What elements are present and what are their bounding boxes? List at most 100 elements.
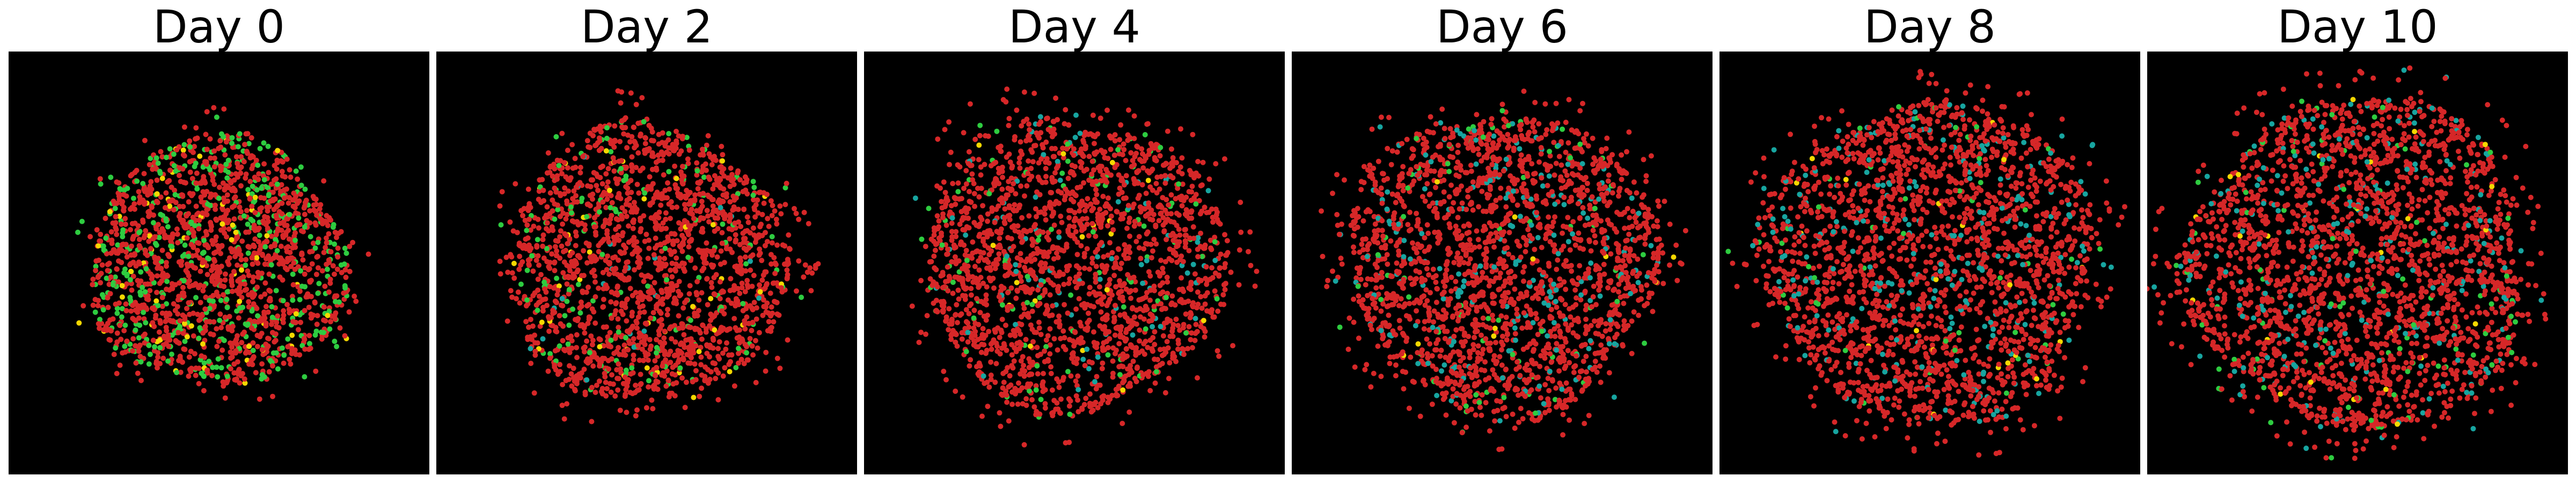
green-cell-dot [623, 176, 628, 182]
red-cell-dot [721, 260, 727, 266]
red-cell-dot [736, 350, 741, 356]
red-cell-dot [218, 325, 224, 331]
red-cell-dot [199, 312, 205, 318]
red-cell-dot [505, 269, 511, 275]
red-cell-dot [238, 373, 244, 379]
red-cell-dot [685, 156, 691, 162]
green-cell-dot [308, 234, 313, 239]
red-cell-dot [273, 176, 279, 182]
red-cell-dot [546, 328, 552, 334]
red-cell-dot [645, 295, 651, 301]
yellow-cell-dot [230, 222, 236, 228]
red-cell-dot [315, 253, 320, 259]
red-cell-dot [710, 203, 716, 209]
red-cell-dot [617, 138, 623, 144]
red-cell-dot [731, 383, 737, 389]
red-cell-dot [967, 101, 973, 107]
red-cell-dot [122, 221, 128, 227]
green-cell-dot [205, 255, 210, 261]
red-cell-dot [1068, 373, 1074, 379]
yellow-cell-dot [708, 296, 714, 302]
red-cell-dot [118, 336, 124, 342]
red-cell-dot [965, 215, 971, 221]
red-cell-dot [1055, 163, 1061, 169]
red-cell-dot [239, 295, 245, 301]
red-cell-dot [652, 372, 658, 378]
red-cell-dot [557, 362, 563, 368]
green-cell-dot [696, 275, 702, 281]
red-cell-dot [158, 149, 164, 155]
red-cell-dot [186, 199, 192, 205]
red-cell-dot [974, 222, 979, 228]
red-cell-dot [698, 362, 704, 368]
red-cell-dot [514, 296, 519, 302]
red-cell-dot [295, 201, 300, 206]
red-cell-dot [714, 209, 719, 215]
red-cell-dot [268, 198, 274, 204]
red-cell-dot [772, 299, 778, 305]
red-cell-dot [214, 217, 219, 223]
green-cell-dot [608, 338, 614, 343]
red-cell-dot [623, 245, 628, 251]
teal-cell-dot [1115, 199, 1121, 204]
red-cell-dot [741, 206, 747, 212]
red-cell-dot [1062, 302, 1067, 308]
green-cell-dot [241, 213, 247, 219]
red-cell-dot [281, 312, 287, 318]
red-cell-dot [762, 243, 768, 248]
red-cell-dot [642, 342, 648, 347]
red-cell-dot [1019, 123, 1024, 129]
red-cell-dot [699, 229, 705, 235]
red-cell-dot [1023, 268, 1029, 274]
red-cell-dot [313, 272, 319, 277]
red-cell-dot [616, 191, 622, 196]
green-cell-dot [736, 346, 741, 352]
red-cell-dot [1041, 253, 1046, 259]
red-cell-dot [242, 281, 248, 287]
red-cell-dot [236, 291, 242, 297]
red-cell-dot [238, 154, 244, 160]
red-cell-dot [772, 208, 778, 214]
red-cell-dot [668, 216, 673, 221]
green-cell-dot [1065, 158, 1071, 164]
red-cell-dot [1058, 396, 1064, 402]
red-cell-dot [689, 207, 694, 212]
red-cell-dot [806, 221, 811, 226]
green-cell-dot [535, 237, 540, 243]
red-cell-dot [213, 202, 218, 208]
yellow-cell-dot [128, 268, 134, 274]
teal-cell-dot [1077, 130, 1083, 136]
red-cell-dot [973, 343, 979, 349]
yellow-cell-dot [76, 320, 82, 326]
red-cell-dot [1074, 356, 1080, 362]
red-cell-dot [148, 179, 154, 185]
red-cell-dot [762, 269, 768, 275]
red-cell-dot [1136, 245, 1142, 251]
red-cell-dot [177, 203, 182, 209]
red-cell-dot [1157, 186, 1162, 192]
red-cell-dot [606, 239, 612, 245]
green-cell-dot [1183, 330, 1189, 336]
red-cell-dot [135, 309, 141, 315]
red-cell-dot [645, 255, 651, 261]
red-cell-dot [177, 280, 182, 286]
green-cell-dot [111, 282, 116, 288]
red-cell-dot [119, 221, 124, 227]
red-cell-dot [218, 251, 224, 257]
green-cell-dot [342, 245, 348, 251]
cell-scatter-plot [436, 52, 857, 474]
red-cell-dot [511, 275, 517, 281]
yellow-cell-dot [710, 222, 716, 228]
red-cell-dot [121, 192, 127, 197]
green-cell-dot [541, 279, 547, 285]
red-cell-dot [611, 168, 617, 174]
red-cell-dot [633, 209, 639, 215]
green-cell-dot [164, 218, 169, 224]
red-cell-dot [562, 231, 568, 237]
red-cell-dot [679, 248, 685, 254]
red-cell-dot [312, 300, 318, 306]
red-cell-dot [231, 340, 237, 346]
red-cell-dot [122, 216, 128, 222]
red-cell-dot [523, 246, 529, 252]
red-cell-dot [621, 131, 627, 137]
